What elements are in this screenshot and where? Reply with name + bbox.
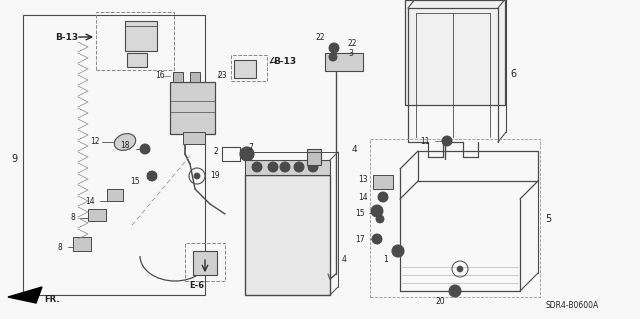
Bar: [183, 132, 205, 144]
Bar: [73, 237, 91, 251]
Circle shape: [147, 171, 157, 181]
Text: 15: 15: [131, 176, 140, 186]
Bar: [23, 15, 205, 295]
Text: 9: 9: [11, 154, 17, 164]
Ellipse shape: [115, 134, 136, 150]
Text: SDR4-B0600A: SDR4-B0600A: [545, 300, 598, 309]
Bar: [170, 82, 215, 134]
Bar: [245, 160, 330, 175]
Bar: [193, 251, 217, 275]
Circle shape: [329, 43, 339, 53]
Text: 7: 7: [248, 143, 253, 152]
Circle shape: [332, 46, 336, 50]
Circle shape: [449, 285, 461, 297]
Text: 13: 13: [358, 174, 368, 183]
Circle shape: [240, 147, 254, 161]
Circle shape: [457, 266, 463, 272]
Text: 5: 5: [545, 214, 551, 224]
Bar: [173, 72, 183, 82]
Text: 4: 4: [342, 255, 347, 263]
Text: 11: 11: [420, 137, 430, 145]
Text: 22: 22: [316, 33, 325, 41]
Circle shape: [371, 205, 383, 217]
Bar: [222, 147, 240, 161]
Circle shape: [392, 245, 404, 257]
Bar: [107, 189, 123, 201]
Text: 8: 8: [57, 242, 62, 251]
Bar: [234, 60, 256, 78]
Bar: [405, 0, 505, 105]
Circle shape: [452, 288, 458, 294]
Bar: [325, 53, 363, 71]
Text: 12: 12: [90, 137, 100, 146]
Text: B-13: B-13: [55, 33, 78, 41]
Text: FR.: FR.: [44, 294, 60, 303]
Text: 14: 14: [358, 192, 368, 202]
Text: 15: 15: [355, 209, 365, 218]
Circle shape: [252, 162, 262, 172]
Circle shape: [194, 173, 200, 179]
Bar: [96, 12, 174, 70]
Bar: [231, 55, 267, 81]
Polygon shape: [8, 287, 42, 303]
Bar: [185, 243, 225, 281]
Text: 1: 1: [383, 255, 388, 263]
Circle shape: [294, 162, 304, 172]
Bar: [370, 139, 540, 297]
Bar: [125, 21, 157, 51]
Circle shape: [376, 215, 384, 223]
Text: 16: 16: [156, 71, 165, 80]
Text: E-6: E-6: [189, 281, 205, 291]
Bar: [88, 209, 106, 221]
Bar: [190, 72, 200, 82]
Circle shape: [378, 192, 388, 202]
Bar: [307, 149, 321, 165]
Text: 2: 2: [213, 146, 218, 155]
Text: 6: 6: [510, 69, 516, 79]
Circle shape: [268, 162, 278, 172]
Text: 8: 8: [70, 213, 75, 222]
Text: 17: 17: [355, 234, 365, 243]
Circle shape: [442, 136, 452, 146]
Text: 14: 14: [85, 197, 95, 205]
Text: 3: 3: [348, 49, 353, 58]
Bar: [245, 175, 330, 295]
Bar: [373, 175, 393, 189]
Text: 4: 4: [352, 145, 358, 153]
Text: 22: 22: [348, 40, 358, 48]
Text: 20: 20: [435, 296, 445, 306]
Circle shape: [140, 144, 150, 154]
Text: 18: 18: [120, 142, 130, 151]
Bar: [127, 53, 147, 67]
Text: B-13: B-13: [273, 56, 296, 65]
Circle shape: [308, 162, 318, 172]
Text: 19: 19: [210, 172, 220, 181]
Text: 23: 23: [218, 71, 228, 80]
Circle shape: [372, 234, 382, 244]
Circle shape: [329, 53, 337, 61]
Circle shape: [280, 162, 290, 172]
